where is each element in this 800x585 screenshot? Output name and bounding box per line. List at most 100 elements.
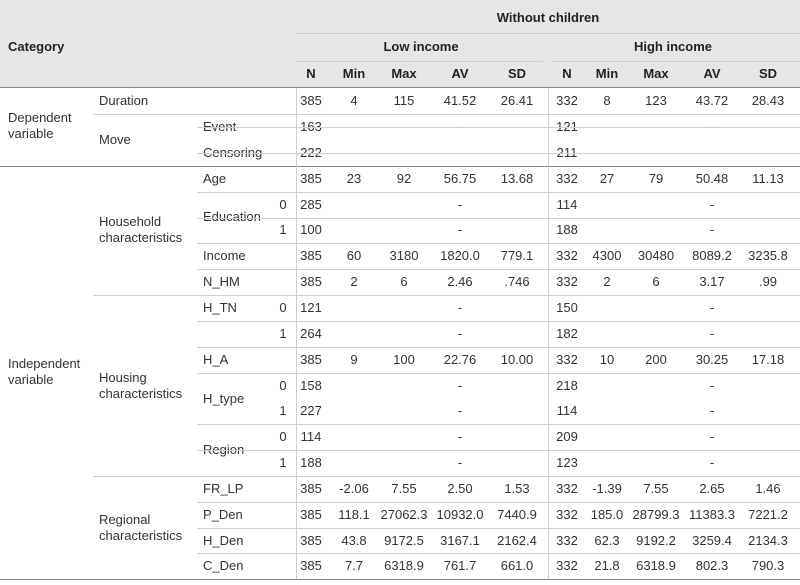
group-household-characteristics: Household characteristics [99,214,183,245]
table-cell: 10.00 [500,352,534,367]
table-cell: - [710,119,714,135]
table-cell: 2.65 [699,481,725,496]
row-sublabel: 0 [279,197,287,212]
table-cell: .99 [758,274,778,289]
table-cell: 27062.3 [380,507,428,522]
stat-column-header: Max [643,66,669,81]
table-cell: 9192.2 [636,533,676,548]
table-cell: 332 [556,248,578,263]
table-cell: 43.72 [695,93,729,108]
table-cell: 1820.0 [440,248,480,263]
section-independent-variable: Independent variable [8,356,81,387]
table-cell: 158 [300,378,322,393]
row-divider [197,269,800,270]
stat-column-header: SD [758,66,778,81]
table-cell: 41.52 [443,93,477,108]
table-cell: 7440.9 [497,507,537,522]
row-label: Event [203,119,237,134]
row-divider [197,127,800,128]
table-cell: 385 [300,248,322,263]
row-sublabel: 0 [279,429,287,444]
table-cell: 7.55 [643,481,669,496]
table-cell: 385 [300,93,322,108]
table-cell: 188 [300,455,322,470]
row-label: Income [203,248,246,263]
table-cell: 7221.2 [748,507,788,522]
table-cell: 62.3 [594,533,620,548]
row-label: C_Den [203,558,244,573]
table-cell: 332 [556,558,578,573]
stat-column-header: Min [595,66,619,81]
table-cell: 385 [300,171,322,186]
section-rule [0,166,800,167]
table-header-background [0,0,800,87]
table-cell: 2134.3 [748,533,788,548]
table-cell: 264 [300,326,322,341]
table-cell: 11383.3 [688,507,736,522]
stat-column-header: Min [342,66,366,81]
table-cell: 6 [652,274,660,289]
table-cell: 9 [350,352,358,367]
table-cell: 3235.8 [748,248,788,263]
table-cell: 182 [556,326,578,341]
row-label: Duration [99,93,149,108]
table-cell: 2.50 [447,481,473,496]
table-cell: - [457,300,463,315]
row-divider [197,424,800,425]
table-cell: 6318.9 [384,558,424,573]
row-sublabel: 1 [279,403,287,418]
row-divider [197,192,800,193]
table-cell: 332 [556,93,578,108]
table-cell: - [457,378,463,393]
table-cell: .746 [504,274,530,289]
table-cell: -1.39 [592,481,622,496]
row-divider [197,373,800,374]
group-housing-characteristics: Housing characteristics [99,370,183,401]
table-cell: 332 [556,481,578,496]
stat-column-header: AV [703,66,721,81]
header-bottom-rule [0,87,800,88]
stat-column-header: AV [451,66,469,81]
table-cell: 218 [556,378,578,393]
table-cell: 222 [300,145,322,160]
table-cell: 11.13 [752,171,784,186]
table-cell: 114 [556,403,578,418]
stat-column-header: SD [507,66,527,81]
row-label: P_Den [203,507,243,522]
column-divider [548,88,549,579]
header-low-income: Low income [383,39,459,54]
table-cell: 2162.4 [497,533,537,548]
row-divider [197,347,800,348]
table-cell: - [709,326,715,341]
row-divider [197,502,800,503]
table-cell: - [709,378,715,393]
row-divider [197,243,800,244]
header-divider [552,61,800,62]
table-cell: 385 [300,274,322,289]
row-sublabel: 1 [279,222,287,237]
row-label: Age [203,171,227,186]
group-move: Move [99,132,131,147]
table-cell: - [458,145,462,161]
header-high-income: High income [633,39,713,54]
row-divider [197,450,800,451]
row-divider [93,295,800,296]
row-sublabel: 1 [279,455,287,470]
table-cell: 209 [556,429,578,444]
table-cell: - [709,300,715,315]
table-cell: 23 [346,171,362,186]
table-cell: 28.43 [751,93,785,108]
stat-column-header: Max [391,66,417,81]
table-cell: 1.46 [755,481,781,496]
table-cell: 118.1 [338,507,370,522]
table-cell: 79 [648,171,664,186]
table-cell: - [709,429,715,444]
table-cell: - [709,197,715,212]
table-cell: 123 [645,93,667,108]
table-cell: 26.41 [500,93,534,108]
table-cell: 10932.0 [436,507,484,522]
table-cell: 3167.1 [440,533,480,548]
row-sublabel: 1 [279,326,287,341]
var-h-tn: H_TN [203,300,237,315]
